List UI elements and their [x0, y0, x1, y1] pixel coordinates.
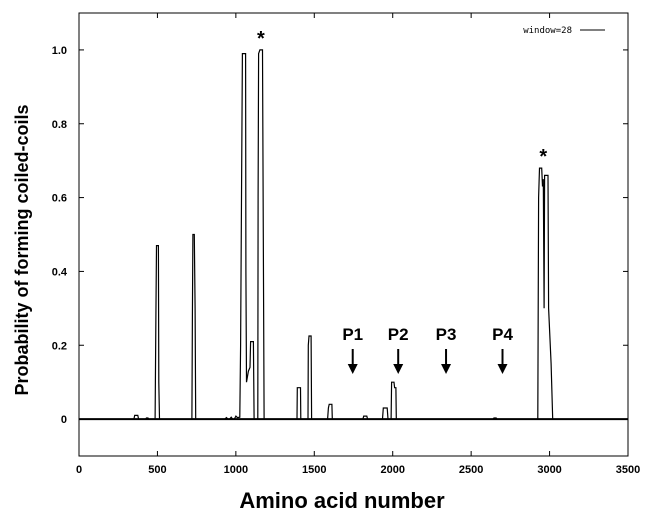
annotation-label: P2 [388, 325, 409, 344]
x-tick-label: 1500 [302, 464, 326, 476]
series-layer [79, 49, 628, 420]
asterisk-marker: * [539, 146, 547, 168]
y-tick-label: 0 [61, 414, 67, 426]
annotation-label: P3 [436, 325, 457, 344]
x-tick-label: 0 [76, 464, 82, 476]
plot-frame [78, 12, 629, 457]
x-tick-label: 2000 [380, 464, 404, 476]
x-axis-title: Amino acid number [239, 488, 445, 513]
x-tick-label: 1000 [224, 464, 248, 476]
x-tick-label: 3500 [616, 464, 640, 476]
arrow-head-icon [441, 364, 452, 374]
x-tick-label: 2500 [459, 464, 483, 476]
y-axis-title: Probability of forming coiled-coils [12, 104, 32, 395]
x-tick-label: 500 [148, 464, 166, 476]
y-tick-label: 0.4 [52, 266, 68, 278]
asterisk-marker: * [257, 28, 265, 50]
legend: window=28 [523, 26, 605, 36]
arrow-head-icon [347, 364, 358, 374]
y-tick-label: 1.0 [52, 45, 67, 57]
arrow-head-icon [393, 364, 404, 374]
x-axis-ticks: 0 500 1000 1500 2000 2500 3000 3500 [76, 13, 640, 476]
annotation-label: P4 [492, 325, 513, 344]
series-line [79, 49, 628, 420]
y-tick-label: 0.8 [52, 119, 67, 131]
x-tick-label: 3000 [537, 464, 561, 476]
arrow-head-icon [497, 364, 508, 374]
legend-label: window=28 [523, 26, 572, 36]
y-axis-ticks: 0 0.2 0.4 0.6 0.8 1.0 [52, 45, 628, 426]
y-tick-label: 0.2 [52, 340, 67, 352]
annotation-label: P1 [342, 325, 363, 344]
y-tick-label: 0.6 [52, 193, 67, 205]
annotations: P1 P2 P3 P4 * * [257, 28, 547, 374]
plot-border [78, 12, 629, 457]
